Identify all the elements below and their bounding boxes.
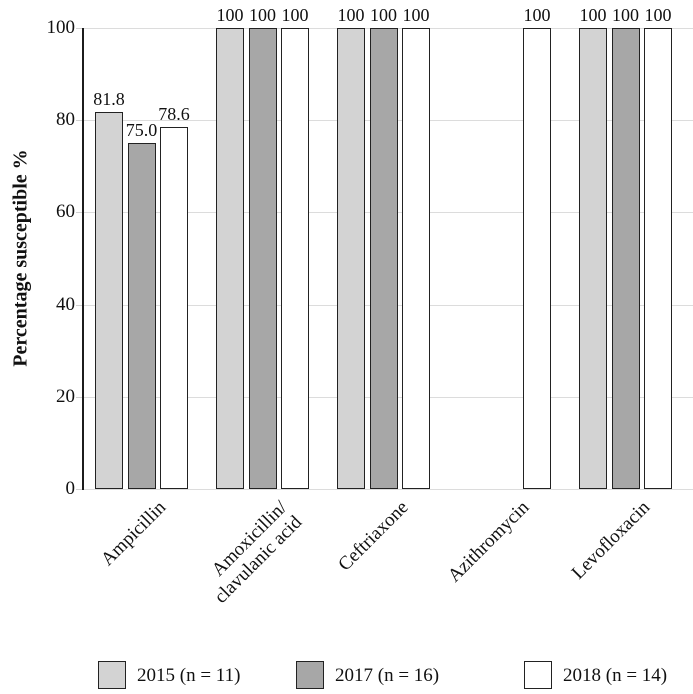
bar-value-label: 100 — [281, 5, 309, 25]
legend-swatch — [296, 661, 324, 689]
y-tick-label: 40 — [56, 293, 75, 315]
bar-value-label: 100 — [249, 5, 276, 25]
bar — [127, 143, 156, 489]
y-tick-label: 80 — [56, 109, 75, 131]
bar-value-label: 100 — [644, 5, 672, 25]
y-tick-mark — [76, 212, 83, 214]
bar-value-label: 100 — [370, 5, 397, 25]
bar — [281, 28, 309, 489]
legend-swatch — [98, 661, 126, 689]
legend-label: 2018 (n = 14) — [563, 665, 668, 686]
bar — [523, 28, 551, 489]
y-tick-label: 60 — [56, 201, 75, 223]
y-tick-label: 100 — [46, 17, 76, 38]
y-axis-title: Percentage susceptible % — [9, 149, 32, 367]
bar — [248, 28, 277, 489]
bar — [402, 28, 430, 489]
gridline — [83, 489, 693, 490]
x-category-label: Ceftriaxone — [334, 497, 413, 576]
bar-value-label: 100 — [612, 5, 639, 25]
bar — [337, 28, 365, 489]
y-tick-mark — [76, 304, 83, 306]
bar-value-label: 100 — [579, 5, 607, 25]
bar — [579, 28, 607, 489]
bar-value-label: 100 — [337, 5, 365, 25]
y-axis-line — [82, 28, 84, 490]
x-category-label: Azithromycin — [443, 497, 534, 587]
x-category-label: Levofloxacin — [567, 497, 655, 584]
bar-value-label: 100 — [402, 5, 430, 25]
bar — [160, 126, 188, 489]
x-category-label: Ampicillin — [97, 497, 171, 571]
bar — [369, 28, 398, 489]
y-tick-mark — [76, 396, 83, 398]
bar-value-label: 78.6 — [158, 103, 190, 124]
bar-value-label: 75.0 — [125, 120, 158, 141]
bar — [611, 28, 640, 489]
legend-label: 2017 (n = 16) — [335, 665, 440, 686]
bar-value-label: 81.8 — [93, 88, 125, 109]
bar-value-label: 100 — [523, 5, 551, 25]
y-tick-label: 20 — [56, 385, 75, 407]
y-tick-label: 0 — [65, 478, 76, 499]
bar-value-label: 100 — [216, 5, 244, 25]
y-tick-mark — [76, 120, 83, 122]
bar — [95, 111, 123, 489]
bar — [644, 28, 672, 489]
y-tick-mark — [76, 28, 83, 29]
x-category-label: Amoxicillin/ clavulanic acid — [207, 497, 307, 608]
bar — [216, 28, 244, 489]
y-tick-mark — [76, 489, 83, 490]
legend-swatch — [524, 661, 552, 689]
legend-label: 2015 (n = 11) — [137, 665, 241, 686]
